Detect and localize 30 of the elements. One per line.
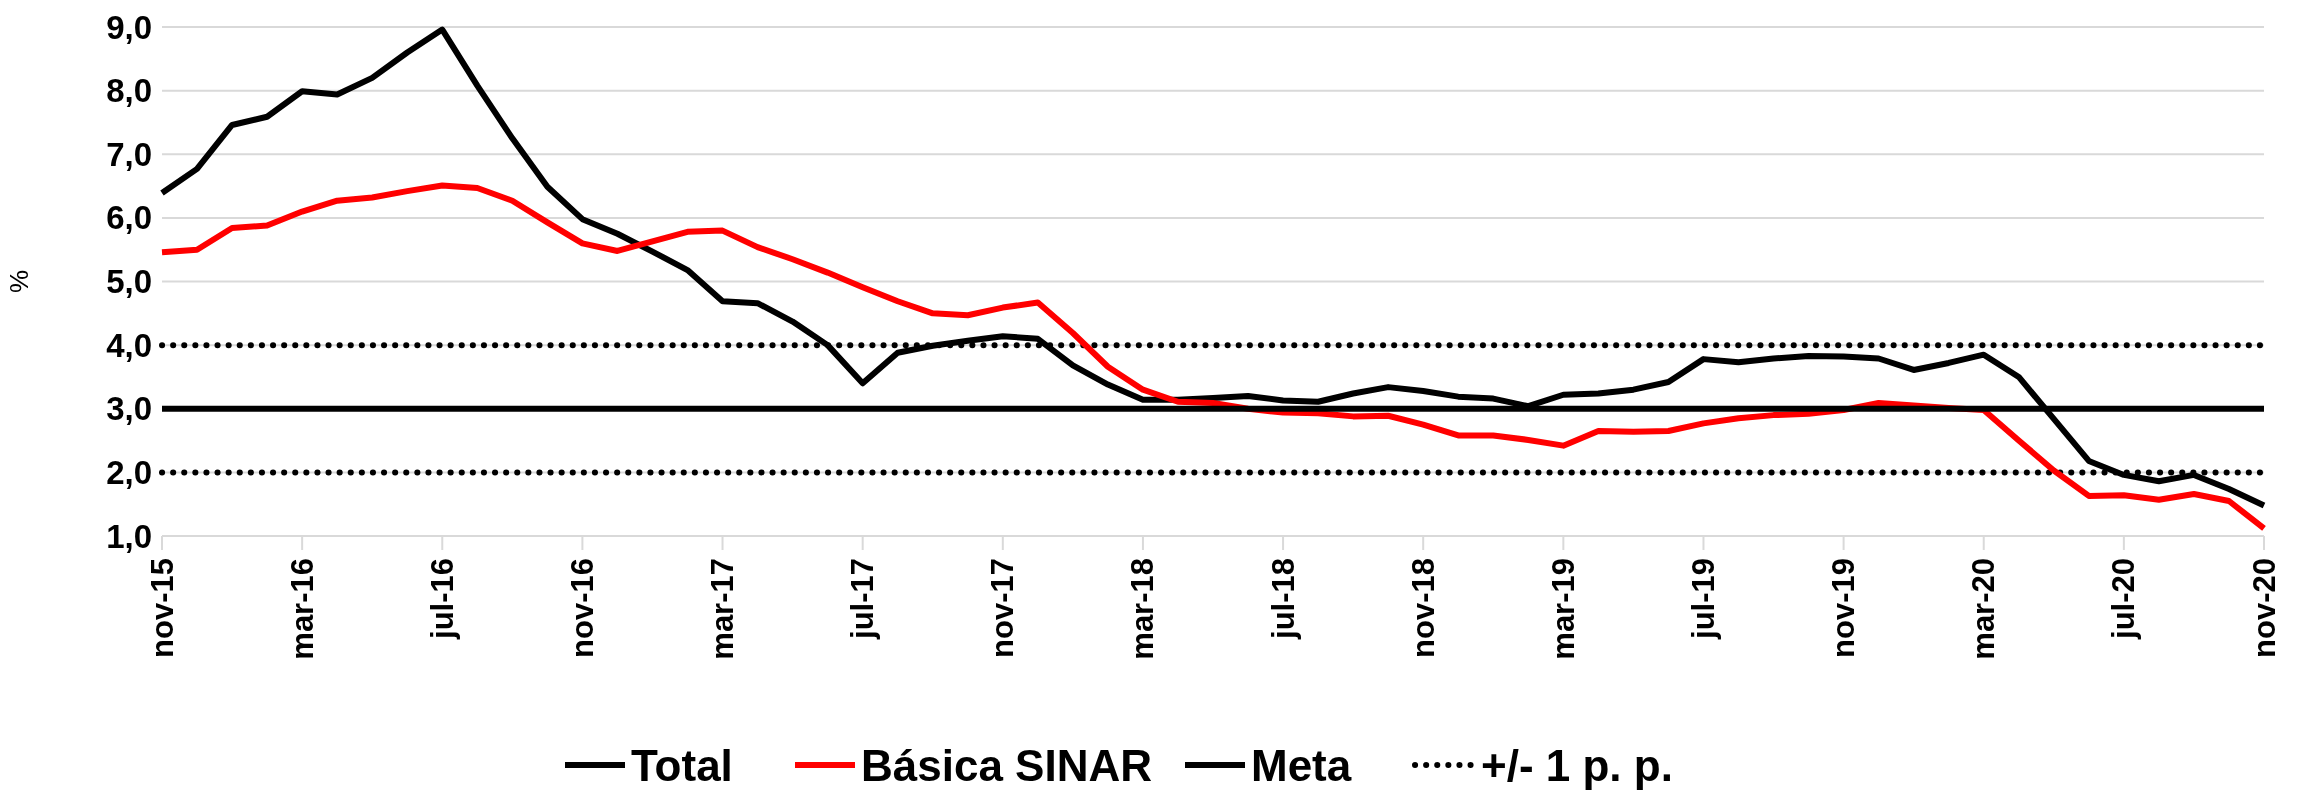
x-tick-label: nov-19 xyxy=(1826,558,1862,658)
x-tick-label: nov-16 xyxy=(564,558,600,658)
x-tick-label: mar-18 xyxy=(1125,558,1161,660)
y-tick-label: 8,0 xyxy=(106,72,152,110)
y-axis-title: % xyxy=(4,269,34,294)
legend-label: Básica SINAR xyxy=(861,740,1153,790)
y-tick-label: 6,0 xyxy=(106,199,152,237)
y-tick-label: 5,0 xyxy=(106,263,152,300)
y-tick-label: 9,0 xyxy=(106,8,152,46)
x-tick-label: nov-20 xyxy=(2246,558,2282,658)
x-tick-label: jul-18 xyxy=(1265,558,1301,640)
x-tick-label: mar-16 xyxy=(284,558,320,660)
x-tick-label: nov-15 xyxy=(144,558,180,658)
y-tick-label: 1,0 xyxy=(106,517,152,555)
y-tick-label: 2,0 xyxy=(106,453,152,491)
x-tick-label: nov-18 xyxy=(1405,558,1441,658)
x-tick-label: jul-19 xyxy=(1685,558,1721,640)
x-tick-label: jul-16 xyxy=(424,558,460,640)
legend-label: Meta xyxy=(1251,740,1352,790)
x-tick-label: jul-20 xyxy=(2106,558,2142,640)
x-tick-label: nov-17 xyxy=(985,558,1021,658)
x-tick-label: mar-17 xyxy=(705,558,741,660)
x-tick-label: jul-17 xyxy=(845,558,881,640)
x-tick-label: mar-20 xyxy=(1966,558,2002,660)
y-tick-label: 3,0 xyxy=(106,390,152,428)
legend-label: Total xyxy=(631,740,733,790)
y-tick-label: 7,0 xyxy=(106,135,152,173)
y-tick-label: 4,0 xyxy=(106,326,152,364)
x-tick-label: mar-19 xyxy=(1545,558,1581,660)
legend-label: +/- 1 p. p. xyxy=(1481,740,1673,790)
